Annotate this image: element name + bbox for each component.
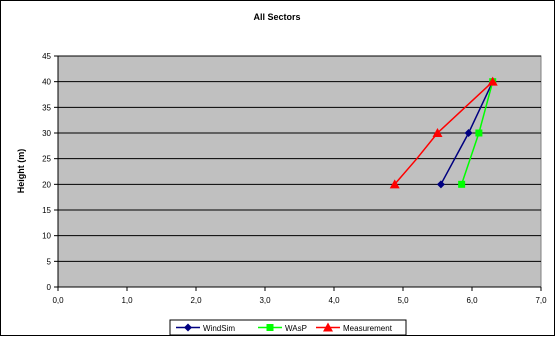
wasp-point: [475, 129, 483, 137]
gridlines: [58, 55, 541, 262]
y-tick-label: 15: [42, 206, 51, 215]
y-tick-label: 30: [42, 129, 51, 138]
chart-title: All Sectors: [253, 12, 300, 22]
plot-area: [57, 55, 542, 288]
x-tick-label: 5,0: [397, 296, 409, 305]
legend-marker: [184, 323, 192, 332]
legend-box: [169, 319, 407, 336]
measurement-point: [432, 128, 443, 137]
legend: WindSim WAsP Measurement: [169, 319, 407, 336]
y-tick-label: 10: [42, 232, 51, 241]
series-measurement: [389, 76, 498, 189]
x-tick-label: 1,0: [121, 296, 133, 305]
x-axis-ticks: 0,0 1,0 2,0 3,0 4,0 5,0 6,0 7,0: [52, 286, 547, 305]
windsim-point: [464, 129, 473, 137]
x-tick-label: 4,0: [328, 296, 340, 305]
y-axis-label: Height (m): [16, 149, 26, 194]
y-tick-label: 45: [42, 52, 51, 61]
y-axis-ticks: 0 5 10 15 20 25 30 35 40 45: [42, 52, 59, 292]
wasp-point: [458, 180, 466, 188]
y-tick-label: 5: [47, 257, 52, 266]
y-tick-label: 35: [42, 103, 51, 112]
windsim-point: [436, 180, 445, 189]
legend-item-windsim: WindSim: [176, 323, 235, 333]
legend-marker: [266, 324, 274, 331]
measurement-point: [389, 179, 400, 189]
y-tick-label: 20: [42, 180, 51, 189]
x-tick-label: 2,0: [190, 296, 202, 305]
x-tick-label: 0,0: [52, 296, 64, 305]
y-tick-label: 0: [47, 283, 52, 292]
legend-item-wasp: WAsP: [258, 324, 307, 333]
legend-marker: [323, 322, 333, 332]
x-tick-label: 3,0: [259, 296, 271, 305]
x-tick-label: 6,0: [466, 296, 478, 305]
y-tick-label: 40: [42, 78, 51, 87]
measurement-point: [487, 76, 498, 86]
y-tick-label: 25: [42, 155, 51, 164]
legend-label: Measurement: [343, 324, 393, 333]
legend-label: WindSim: [203, 324, 235, 333]
series-group: [389, 76, 498, 189]
legend-item-measurement: Measurement: [316, 322, 393, 333]
legend-label: WAsP: [285, 324, 307, 333]
x-tick-label: 7,0: [535, 296, 547, 305]
